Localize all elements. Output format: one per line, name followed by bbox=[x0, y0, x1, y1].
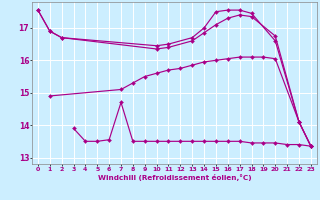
X-axis label: Windchill (Refroidissement éolien,°C): Windchill (Refroidissement éolien,°C) bbox=[98, 174, 251, 181]
